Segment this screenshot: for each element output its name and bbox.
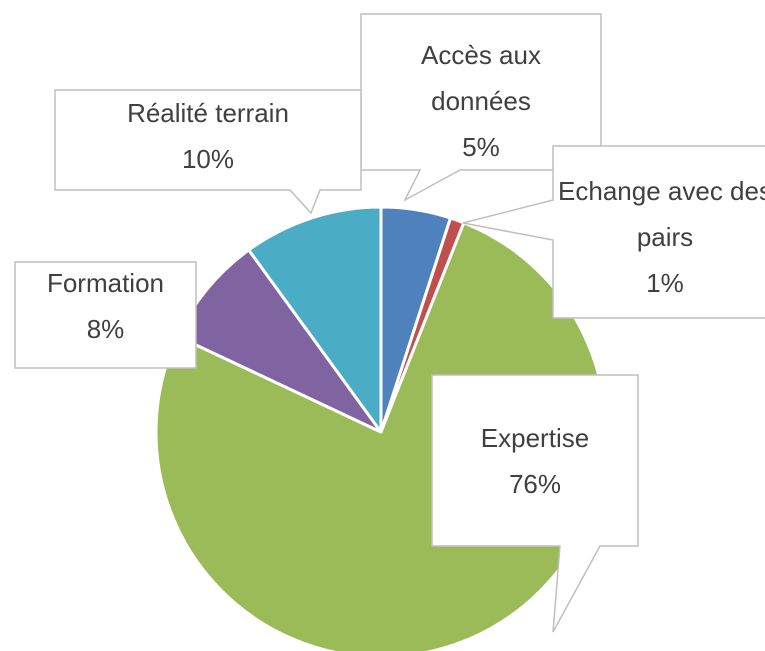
data-label: Expertise 76% bbox=[432, 415, 638, 507]
data-label: Formation 8% bbox=[15, 260, 196, 352]
value-label: 10% bbox=[181, 144, 235, 174]
callout-box bbox=[431, 374, 639, 633]
value-label: 5% bbox=[462, 132, 500, 162]
callout-box bbox=[14, 261, 197, 369]
category-label: Echange avec des pairs bbox=[558, 176, 765, 252]
category-label: Expertise bbox=[480, 423, 590, 453]
category-label: Réalité terrain bbox=[127, 98, 289, 128]
value-label: 76% bbox=[508, 469, 562, 499]
data-label: Accès aux données 5% bbox=[396, 32, 566, 170]
data-label: Réalité terrain 10% bbox=[55, 90, 361, 182]
value-label: 1% bbox=[646, 268, 684, 298]
pie-slice bbox=[247, 205, 383, 434]
callout-box bbox=[462, 145, 765, 319]
category-label: Accès aux données bbox=[421, 40, 541, 116]
callout-box bbox=[360, 13, 602, 202]
value-label: 8% bbox=[86, 314, 125, 344]
callout-box bbox=[54, 89, 362, 215]
data-label: Echange avec des pairs 1% bbox=[558, 168, 765, 306]
category-label: Formation bbox=[46, 268, 165, 298]
